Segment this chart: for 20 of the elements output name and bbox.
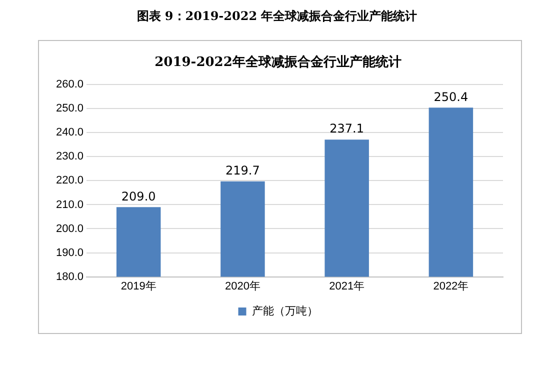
chart-title: 图表 9：2019-2022 年全球减振合金行业产能统计 <box>136 8 418 25</box>
chart-subtitle: 2019-2022年全球减振合金行业产能统计 <box>154 54 402 70</box>
x-tick-label: 2019年 <box>120 280 156 292</box>
y-tick-label: 240.0 <box>56 126 84 139</box>
y-tick-label: 260.0 <box>56 78 84 91</box>
y-tick-label: 220.0 <box>56 174 84 187</box>
y-tick-label: 190.0 <box>56 246 84 259</box>
y-tick-label: 250.0 <box>56 102 84 115</box>
y-tick-label: 200.0 <box>56 222 84 235</box>
y-tick-label: 210.0 <box>56 198 84 211</box>
x-tick-label: 2022年 <box>433 280 469 292</box>
x-tick-label: 2021年 <box>329 280 365 292</box>
text: 219.7 <box>226 164 260 178</box>
legend-label: 产能（万吨） <box>252 304 318 318</box>
x-tick-label: 2020年 <box>224 280 260 292</box>
text: 237.1 <box>330 122 364 136</box>
y-tick-label: 180.0 <box>56 270 84 283</box>
text: 250.4 <box>434 90 468 104</box>
text: 209.0 <box>121 189 156 204</box>
y-tick-label: 230.0 <box>56 150 84 163</box>
